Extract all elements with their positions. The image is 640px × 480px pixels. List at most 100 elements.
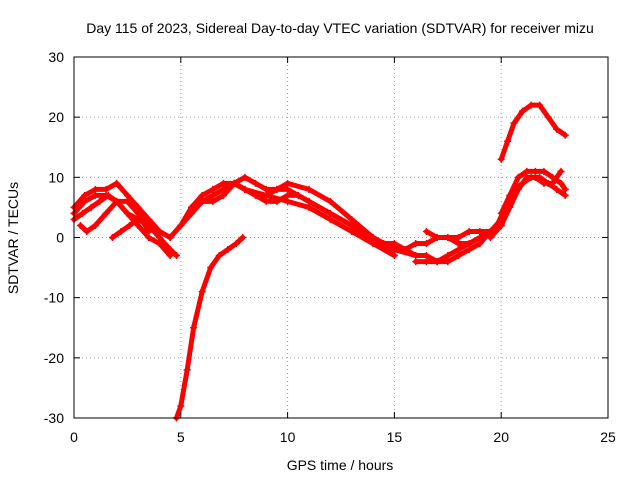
data-point bbox=[465, 227, 473, 235]
data-point bbox=[220, 179, 228, 187]
data-point bbox=[108, 234, 116, 241]
data-layer bbox=[70, 101, 569, 422]
data-point bbox=[536, 101, 544, 109]
data-point bbox=[241, 185, 249, 193]
data-point bbox=[523, 173, 531, 181]
data-point bbox=[209, 197, 217, 205]
chart-title: Day 115 of 2023, Sidereal Day-to-day VTE… bbox=[86, 20, 594, 36]
data-point bbox=[155, 234, 163, 241]
data-point bbox=[514, 185, 522, 193]
x-tick-label: 10 bbox=[280, 429, 296, 445]
data-point bbox=[390, 246, 398, 254]
data-point bbox=[262, 197, 270, 205]
data-point bbox=[557, 167, 565, 175]
data-point bbox=[187, 209, 195, 217]
data-point bbox=[230, 179, 238, 187]
series-sat-o bbox=[497, 101, 569, 163]
data-point bbox=[284, 185, 292, 193]
series-trace bbox=[498, 102, 568, 162]
data-point bbox=[540, 167, 548, 175]
data-point bbox=[527, 101, 535, 109]
data-point bbox=[117, 227, 125, 235]
data-point bbox=[497, 221, 505, 229]
data-point bbox=[412, 252, 420, 260]
x-tick-label: 20 bbox=[493, 429, 509, 445]
data-point bbox=[134, 215, 142, 223]
series-trace bbox=[77, 198, 152, 234]
data-point bbox=[514, 173, 522, 181]
data-point bbox=[476, 234, 484, 241]
data-point bbox=[134, 209, 142, 217]
x-axis-label: GPS time / hours bbox=[287, 457, 394, 473]
data-point bbox=[96, 197, 104, 205]
data-point bbox=[123, 197, 131, 205]
data-point bbox=[476, 240, 484, 248]
data-point bbox=[83, 227, 91, 235]
y-tick-label: 0 bbox=[56, 230, 64, 246]
data-point bbox=[145, 234, 153, 241]
data-point bbox=[561, 191, 569, 199]
data-point bbox=[348, 215, 356, 223]
data-point bbox=[155, 227, 163, 235]
data-point bbox=[326, 215, 334, 223]
data-point bbox=[519, 107, 527, 115]
data-point bbox=[104, 191, 112, 199]
series-sat-r bbox=[487, 167, 565, 241]
data-point bbox=[294, 191, 302, 199]
data-point bbox=[91, 191, 99, 199]
data-point bbox=[412, 258, 420, 266]
data-point bbox=[209, 191, 217, 199]
data-point bbox=[454, 252, 462, 260]
data-point bbox=[531, 173, 539, 181]
data-point bbox=[232, 240, 240, 248]
data-point bbox=[220, 191, 228, 199]
data-point bbox=[465, 240, 473, 248]
data-point bbox=[305, 185, 313, 193]
data-point bbox=[209, 185, 217, 193]
series-sat-j bbox=[173, 234, 247, 422]
data-point bbox=[145, 227, 153, 235]
series-trace bbox=[167, 180, 397, 259]
data-point bbox=[273, 185, 281, 193]
data-point bbox=[497, 155, 505, 163]
data-point bbox=[390, 240, 398, 248]
data-point bbox=[454, 240, 462, 248]
x-tick-label: 15 bbox=[387, 429, 403, 445]
data-point bbox=[198, 191, 206, 199]
data-point bbox=[198, 197, 206, 205]
data-point bbox=[190, 324, 198, 332]
data-point bbox=[102, 185, 110, 193]
data-point bbox=[224, 246, 232, 254]
data-point bbox=[561, 131, 569, 139]
data-point bbox=[187, 203, 195, 211]
data-point bbox=[155, 240, 163, 248]
data-point bbox=[476, 227, 484, 235]
data-point bbox=[540, 179, 548, 187]
data-point bbox=[113, 179, 121, 187]
data-point bbox=[369, 234, 377, 241]
data-point bbox=[173, 252, 181, 260]
data-point bbox=[126, 221, 134, 229]
data-point bbox=[390, 252, 398, 260]
data-point bbox=[102, 209, 110, 217]
plot-frame bbox=[73, 56, 609, 419]
data-point bbox=[284, 197, 292, 205]
data-point bbox=[504, 137, 512, 145]
data-point bbox=[561, 185, 569, 193]
series-sat-i bbox=[198, 179, 420, 260]
data-point bbox=[241, 173, 249, 181]
data-point bbox=[553, 185, 561, 193]
data-point bbox=[557, 179, 565, 187]
data-point bbox=[444, 258, 452, 266]
data-point bbox=[198, 288, 206, 296]
x-tick-label: 5 bbox=[177, 429, 185, 445]
data-point bbox=[305, 203, 313, 211]
y-tick-label: -20 bbox=[44, 350, 64, 366]
data-point bbox=[422, 258, 430, 266]
data-point bbox=[87, 203, 95, 211]
data-point bbox=[134, 221, 142, 229]
y-axis-label: SDTVAR / TECUs bbox=[5, 182, 21, 294]
data-point bbox=[177, 402, 185, 410]
data-point bbox=[305, 197, 313, 205]
